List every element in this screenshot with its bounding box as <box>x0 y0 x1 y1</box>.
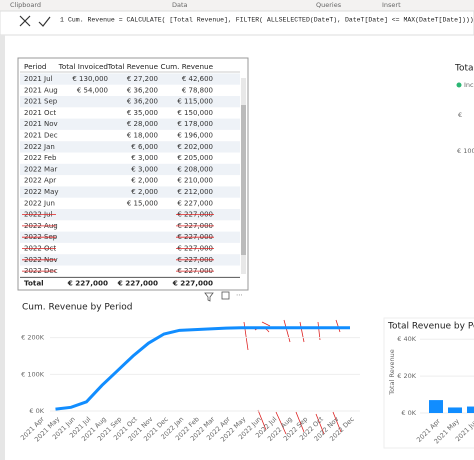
table-cell: € 202,000 <box>177 143 213 151</box>
table-cell: € 196,000 <box>177 132 213 140</box>
table-cell: € 212,000 <box>177 188 213 196</box>
table-cell: 2022 Feb <box>24 154 57 162</box>
table-cell: € 36,200 <box>127 86 158 94</box>
row-band <box>20 118 240 130</box>
table-cell: € 2,000 <box>131 188 158 196</box>
table-cell: € 18,000 <box>127 132 158 140</box>
chart-title: Cum. Revenue by Period <box>22 303 133 313</box>
formula-bar <box>0 10 474 36</box>
table-cell: 2021 Aug <box>24 86 58 94</box>
ribbon-group: Queries <box>316 1 342 9</box>
table-cell: 2022 Jan <box>24 143 55 151</box>
table-cell: 2022 May <box>24 188 59 196</box>
table-cell: € 3,000 <box>131 154 158 162</box>
more-icon[interactable]: ⋯ <box>236 291 243 299</box>
y-tick-label: € 200K <box>21 334 45 342</box>
table-cell: € 208,000 <box>177 165 213 173</box>
cancel-icon[interactable] <box>19 15 31 27</box>
line-number: 1 <box>60 17 64 24</box>
table-cell: € 210,000 <box>177 177 213 185</box>
row-band <box>20 254 240 266</box>
commit-icon[interactable] <box>38 16 51 27</box>
table-cell: 2022 Apr <box>24 177 56 185</box>
table-cell: 2022 Jun <box>24 199 55 207</box>
ribbon-group: Data <box>172 1 188 9</box>
y-tick-label: € 100K <box>21 370 45 378</box>
row-band <box>20 186 240 198</box>
table-cell: 2021 Nov <box>24 120 58 128</box>
bar <box>448 407 462 413</box>
row-band <box>20 73 240 85</box>
y-axis-title: Total Revenue <box>388 349 396 396</box>
row-band <box>20 141 240 153</box>
table-cell: € 130,000 <box>72 75 108 83</box>
legend-dot <box>456 82 462 88</box>
row-band <box>20 209 240 221</box>
y-tick-label: € 0K <box>401 409 416 417</box>
table-cell: € 78,800 <box>182 86 213 94</box>
table-cell: € 205,000 <box>177 154 213 162</box>
table-cell: € 3,000 <box>131 165 158 173</box>
column-header: Cum. Revenue <box>161 62 214 71</box>
y-tick-label: € 0K <box>29 407 44 415</box>
table-cell: € 178,000 <box>177 120 213 128</box>
bar <box>467 406 474 413</box>
line <box>55 326 350 411</box>
y-tick-label: € 40K <box>397 335 416 343</box>
row-band <box>20 163 240 176</box>
formula-text: Cum. Revenue = CALCULATE( [Total Revenue… <box>68 17 474 24</box>
table-cell: € 27,200 <box>127 75 158 83</box>
column-header: Total Invoiced <box>58 62 108 71</box>
table-cell: € 15,000 <box>127 199 158 207</box>
table-cell: 2022 Mar <box>24 165 57 173</box>
chart-title: Total Revenue by Pe <box>387 322 474 332</box>
table-cell: € 2,000 <box>131 177 158 185</box>
table-cell: € 115,000 <box>177 98 213 106</box>
table-cell: 2021 Oct <box>24 109 56 117</box>
y-tick-label: € 20K <box>397 372 416 380</box>
total-cell: € 227,000 <box>67 278 108 287</box>
total-cell: Total <box>24 278 44 287</box>
table-cell: € 28,000 <box>127 120 158 128</box>
focus-icon[interactable] <box>221 291 230 300</box>
row-band <box>20 96 240 108</box>
table-cell: € 35,000 <box>127 109 158 117</box>
column-header: Period <box>24 62 46 71</box>
total-cell: € 227,000 <box>172 278 213 287</box>
column-header: Total Revenue <box>107 62 159 71</box>
table-cell: € 42,600 <box>182 75 213 83</box>
side-label: € <box>458 111 462 119</box>
ribbon-group: Clipboard <box>10 1 41 9</box>
table-cell: € 227,000 <box>177 199 213 207</box>
side-strip <box>0 35 5 460</box>
table-cell: 2021 Sep <box>24 98 58 106</box>
bar <box>429 400 443 413</box>
ribbon-group: Insert <box>382 1 401 9</box>
filter-icon[interactable] <box>204 292 214 302</box>
row-band <box>20 231 240 243</box>
scroll-thumb[interactable] <box>241 105 246 255</box>
side-label: € 100 <box>457 147 474 155</box>
table-cell: 2021 Jul <box>24 75 53 83</box>
side-title: Tota <box>454 64 474 74</box>
total-cell: € 227,000 <box>117 278 158 287</box>
table-cell: € 6,000 <box>131 143 158 151</box>
legend-text: Inc <box>464 81 474 89</box>
ribbon <box>0 0 474 11</box>
table-cell: 2021 Dec <box>24 132 58 140</box>
table-cell: € 150,000 <box>177 109 213 117</box>
table-cell: € 36,200 <box>127 98 158 106</box>
table-cell: € 54,000 <box>77 86 108 94</box>
